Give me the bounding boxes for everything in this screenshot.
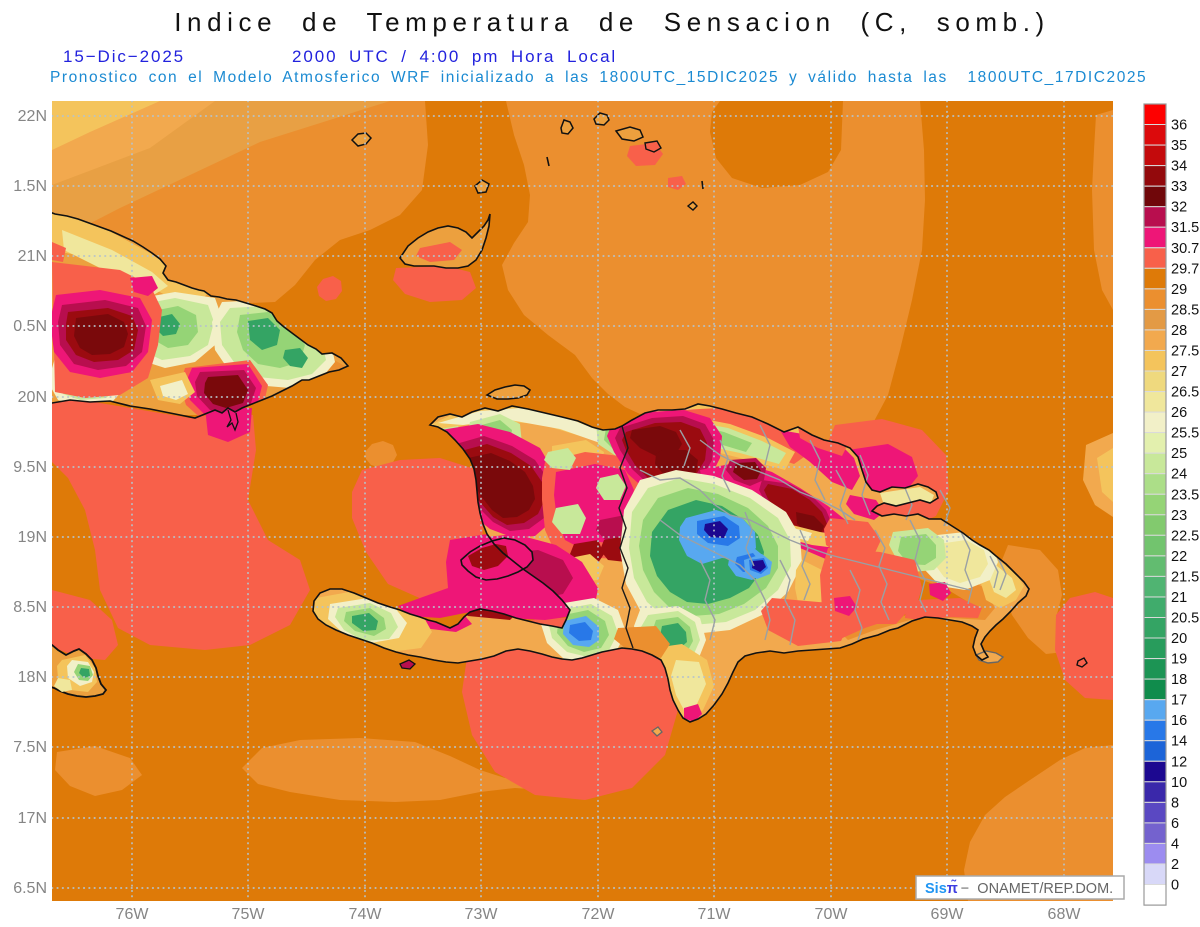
svg-text:20.5: 20.5 [1171,611,1199,627]
svg-text:2000 UTC / 4:00 pm Hora Local: 2000 UTC / 4:00 pm Hora Local [292,47,617,66]
svg-text:Pronostico con el Modelo Atmos: Pronostico con el Modelo Atmosferico WRF… [50,69,1147,86]
svg-text:10: 10 [1171,775,1187,791]
svg-text:17: 17 [1171,693,1187,709]
svg-text:72W: 72W [582,906,616,923]
svg-text:21: 21 [1171,590,1187,606]
svg-text:27.5: 27.5 [1171,344,1199,360]
svg-text:Sisπ̃ − ONAMET/REP.DOM.: Sisπ̃ − ONAMET/REP.DOM. [925,879,1113,897]
svg-text:Indice de Temperatura de Sensa: Indice de Temperatura de Sensacion (C, s… [174,7,1050,37]
svg-text:26: 26 [1171,405,1187,421]
svg-text:29: 29 [1171,282,1187,298]
svg-text:18N: 18N [18,669,47,686]
svg-text:71W: 71W [698,906,732,923]
svg-text:8: 8 [1171,795,1179,811]
svg-text:20N: 20N [18,389,47,406]
svg-text:15−Dic−2025: 15−Dic−2025 [63,47,185,66]
svg-text:8.5N: 8.5N [13,599,47,616]
svg-text:14: 14 [1171,734,1187,750]
svg-text:31.5: 31.5 [1171,220,1199,236]
svg-text:2: 2 [1171,857,1179,873]
svg-text:12: 12 [1171,754,1187,770]
svg-text:21N: 21N [18,248,47,265]
svg-text:76W: 76W [116,906,150,923]
svg-text:16: 16 [1171,713,1187,729]
svg-text:74W: 74W [349,906,383,923]
svg-text:9.5N: 9.5N [13,459,47,476]
svg-text:26.5: 26.5 [1171,385,1199,401]
svg-text:32: 32 [1171,200,1187,216]
svg-text:75W: 75W [232,906,266,923]
svg-text:24: 24 [1171,467,1187,483]
svg-text:1.5N: 1.5N [13,178,47,195]
svg-text:29.7: 29.7 [1171,261,1199,277]
svg-text:22: 22 [1171,549,1187,565]
svg-text:6.5N: 6.5N [13,880,47,897]
svg-text:69W: 69W [931,906,965,923]
svg-text:0.5N: 0.5N [13,318,47,335]
svg-text:23.5: 23.5 [1171,487,1199,503]
svg-text:33: 33 [1171,179,1187,195]
svg-text:6: 6 [1171,816,1179,832]
svg-text:25: 25 [1171,446,1187,462]
svg-text:19: 19 [1171,652,1187,668]
svg-text:28: 28 [1171,323,1187,339]
svg-text:25.5: 25.5 [1171,426,1199,442]
svg-text:7.5N: 7.5N [13,739,47,756]
svg-text:27: 27 [1171,364,1187,380]
svg-text:34: 34 [1171,159,1187,175]
svg-text:23: 23 [1171,508,1187,524]
svg-text:22N: 22N [18,108,47,125]
svg-text:73W: 73W [465,906,499,923]
svg-text:68W: 68W [1048,906,1082,923]
svg-text:0: 0 [1171,878,1179,894]
svg-text:19N: 19N [18,529,47,546]
svg-text:28.5: 28.5 [1171,302,1199,318]
svg-text:4: 4 [1171,836,1179,852]
svg-text:22.5: 22.5 [1171,528,1199,544]
svg-text:21.5: 21.5 [1171,569,1199,585]
svg-text:18: 18 [1171,672,1187,688]
svg-text:20: 20 [1171,631,1187,647]
svg-text:70W: 70W [815,906,849,923]
svg-text:36: 36 [1171,118,1187,134]
svg-text:17N: 17N [18,810,47,827]
svg-text:30.7: 30.7 [1171,241,1199,257]
svg-text:35: 35 [1171,138,1187,154]
